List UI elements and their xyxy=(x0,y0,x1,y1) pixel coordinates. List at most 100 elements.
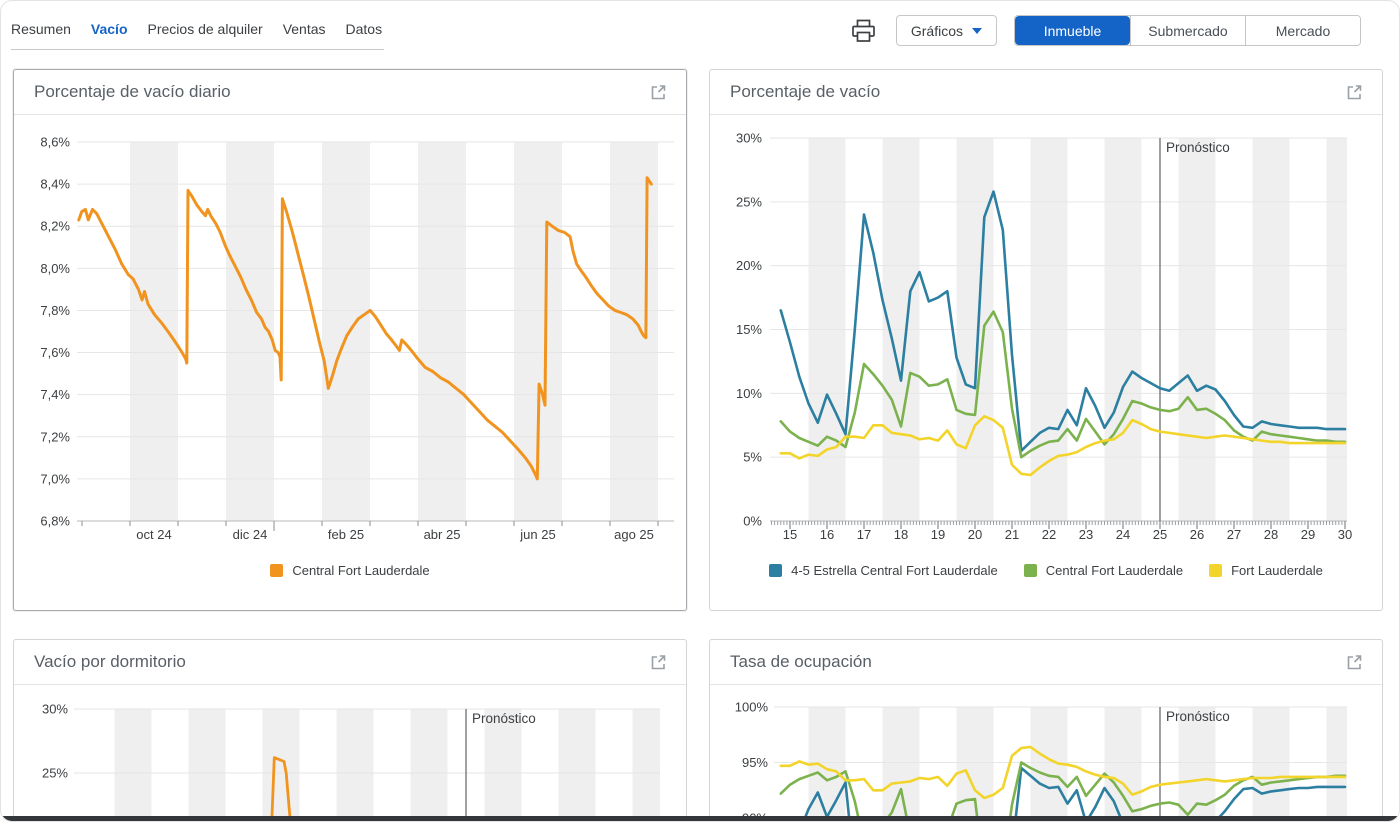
legend-item[interactable]: 4-5 Estrella Central Fort Lauderdale xyxy=(769,563,998,578)
svg-text:Pronóstico: Pronóstico xyxy=(1166,709,1230,724)
vacancy-by-bedroom-plot: 30% 25% Pronóstico xyxy=(42,702,660,821)
svg-text:16: 16 xyxy=(820,527,834,542)
open-in-new-button[interactable] xyxy=(647,81,670,104)
external-link-icon xyxy=(1345,84,1364,105)
svg-text:27: 27 xyxy=(1227,527,1241,542)
svg-text:17: 17 xyxy=(857,527,871,542)
daily-vacancy-legend: Central Fort Lauderdale xyxy=(14,563,686,578)
panel-vacancy-by-bedroom-header: Vacío por dormitorio xyxy=(14,640,686,685)
panel-occupancy-rate: Tasa de ocupación 100% 95% 90% Pronóstico xyxy=(709,639,1383,822)
svg-text:5%: 5% xyxy=(743,450,762,465)
open-in-new-button[interactable] xyxy=(647,651,670,674)
tab-vacio[interactable]: Vacío xyxy=(90,21,128,37)
chart-vacancy-by-bedroom: 30% 25% Pronóstico xyxy=(14,685,686,821)
open-in-new-button[interactable] xyxy=(1343,651,1366,674)
toggle-inmueble[interactable]: Inmueble xyxy=(1015,16,1130,45)
print-button[interactable] xyxy=(848,16,879,46)
legend-item[interactable]: Central Fort Lauderdale xyxy=(270,563,430,578)
panel-vacancy-pct-header: Porcentaje de vacío xyxy=(710,70,1382,115)
svg-text:20: 20 xyxy=(968,527,982,542)
tab-bar: Resumen Vacío Precios de alquiler Ventas… xyxy=(11,21,385,50)
panel-daily-vacancy-header: Porcentaje de vacío diario xyxy=(14,70,686,115)
svg-text:22: 22 xyxy=(1042,527,1056,542)
svg-text:8,4%: 8,4% xyxy=(40,177,70,192)
svg-text:8,2%: 8,2% xyxy=(40,219,70,234)
toggle-mercado[interactable]: Mercado xyxy=(1245,16,1360,45)
charts-dropdown[interactable]: Gráficos xyxy=(895,15,997,46)
printer-icon xyxy=(850,19,877,47)
svg-text:25%: 25% xyxy=(736,194,762,209)
svg-text:25: 25 xyxy=(1153,527,1167,542)
svg-text:abr 25: abr 25 xyxy=(424,527,461,542)
chart-daily-vacancy: 8,6% 8,4% 8,2% 8,0% 7,8% 7,6% 7,4% 7,2% 7,0% 6,8%… xyxy=(14,115,686,578)
chart-occupancy-rate: 100% 95% 90% Pronóstico xyxy=(710,685,1382,822)
panel-vacancy-by-bedroom: Vacío por dormitorio 30% 25% Pronóstico xyxy=(13,639,687,821)
svg-text:Pronóstico: Pronóstico xyxy=(472,711,536,726)
legend-label: Central Fort Lauderdale xyxy=(1045,563,1184,578)
svg-text:100%: 100% xyxy=(735,700,769,715)
svg-text:23: 23 xyxy=(1079,527,1093,542)
chart-grid: Porcentaje de vacío diario 8,6% 8,4% 8,2% 8… xyxy=(13,69,1383,822)
svg-text:24: 24 xyxy=(1116,527,1130,542)
chart-vacancy-pct: 30% 25% 20% 15% 10% 5% 0% 15 16 17 18 19 20 21 22 23 24 2… xyxy=(710,115,1382,579)
panel-title: Porcentaje de vacío diario xyxy=(34,82,231,101)
legend-swatch xyxy=(769,564,783,577)
svg-text:7,6%: 7,6% xyxy=(40,345,70,360)
svg-text:28: 28 xyxy=(1264,527,1278,542)
svg-text:Pronóstico: Pronóstico xyxy=(1166,140,1230,155)
toggle-submercado[interactable]: Submercado xyxy=(1130,16,1245,45)
svg-text:30: 30 xyxy=(1338,527,1352,542)
svg-text:26: 26 xyxy=(1190,527,1204,542)
legend-label: Central Fort Lauderdale xyxy=(292,563,430,578)
legend-swatch xyxy=(1023,564,1037,577)
daily-vacancy-plot: 8,6% 8,4% 8,2% 8,0% 7,8% 7,6% 7,4% 7,2% 7,0% 6,8%… xyxy=(40,135,674,542)
svg-text:7,0%: 7,0% xyxy=(40,471,70,486)
svg-text:19: 19 xyxy=(931,527,945,542)
legend-label: 4-5 Estrella Central Fort Lauderdale xyxy=(791,563,998,578)
svg-text:20%: 20% xyxy=(736,258,762,273)
legend-item[interactable]: Central Fort Lauderdale xyxy=(1023,563,1184,578)
external-link-icon xyxy=(1345,654,1364,675)
legend-swatch xyxy=(1209,564,1223,577)
svg-text:30%: 30% xyxy=(736,131,762,146)
legend-item[interactable]: Fort Lauderdale xyxy=(1209,563,1323,578)
tab-ventas[interactable]: Ventas xyxy=(282,21,326,37)
svg-text:jun 25: jun 25 xyxy=(519,527,555,542)
vacancy-pct-legend: 4-5 Estrella Central Fort Lauderdale Cent… xyxy=(710,563,1382,578)
svg-text:0%: 0% xyxy=(743,514,762,529)
svg-text:10%: 10% xyxy=(736,386,762,401)
tab-datos[interactable]: Datos xyxy=(345,21,383,37)
panel-title: Tasa de ocupación xyxy=(730,652,872,671)
svg-text:30%: 30% xyxy=(42,702,68,717)
topbar-controls: Gráficos Inmueble Submercado Mercado xyxy=(848,1,1399,46)
tab-resumen[interactable]: Resumen xyxy=(11,21,71,37)
open-in-new-button[interactable] xyxy=(1343,81,1366,104)
svg-text:18: 18 xyxy=(894,527,908,542)
svg-text:8,0%: 8,0% xyxy=(40,261,70,276)
svg-text:29: 29 xyxy=(1301,527,1315,542)
svg-text:95%: 95% xyxy=(742,755,768,770)
svg-text:6,8%: 6,8% xyxy=(40,514,70,529)
charts-dropdown-label: Gráficos xyxy=(910,22,963,39)
topbar: Resumen Vacío Precios de alquiler Ventas… xyxy=(1,1,1399,65)
vacancy-pct-plot: 30% 25% 20% 15% 10% 5% 0% 15 16 17 18 19 20 21 22 23 24 2… xyxy=(736,131,1352,543)
svg-text:7,8%: 7,8% xyxy=(40,303,70,318)
occupancy-rate-plot: 100% 95% 90% Pronóstico xyxy=(735,700,1347,822)
svg-text:15: 15 xyxy=(783,527,797,542)
chevron-down-icon xyxy=(972,27,982,34)
legend-label: Fort Lauderdale xyxy=(1231,563,1323,578)
svg-text:feb 25: feb 25 xyxy=(328,527,364,542)
svg-text:90%: 90% xyxy=(742,811,768,822)
svg-text:7,4%: 7,4% xyxy=(40,387,70,402)
svg-text:ago 25: ago 25 xyxy=(614,527,654,542)
external-link-icon xyxy=(649,654,668,675)
svg-text:15%: 15% xyxy=(736,322,762,337)
external-link-icon xyxy=(649,84,668,105)
panel-occupancy-rate-header: Tasa de ocupación xyxy=(710,640,1382,685)
tab-precios-de-alquiler[interactable]: Precios de alquiler xyxy=(147,21,263,37)
svg-text:8,6%: 8,6% xyxy=(40,135,70,150)
panel-title: Vacío por dormitorio xyxy=(34,652,186,671)
svg-text:25%: 25% xyxy=(42,766,68,781)
scope-toggle: Inmueble Submercado Mercado xyxy=(1014,15,1361,46)
